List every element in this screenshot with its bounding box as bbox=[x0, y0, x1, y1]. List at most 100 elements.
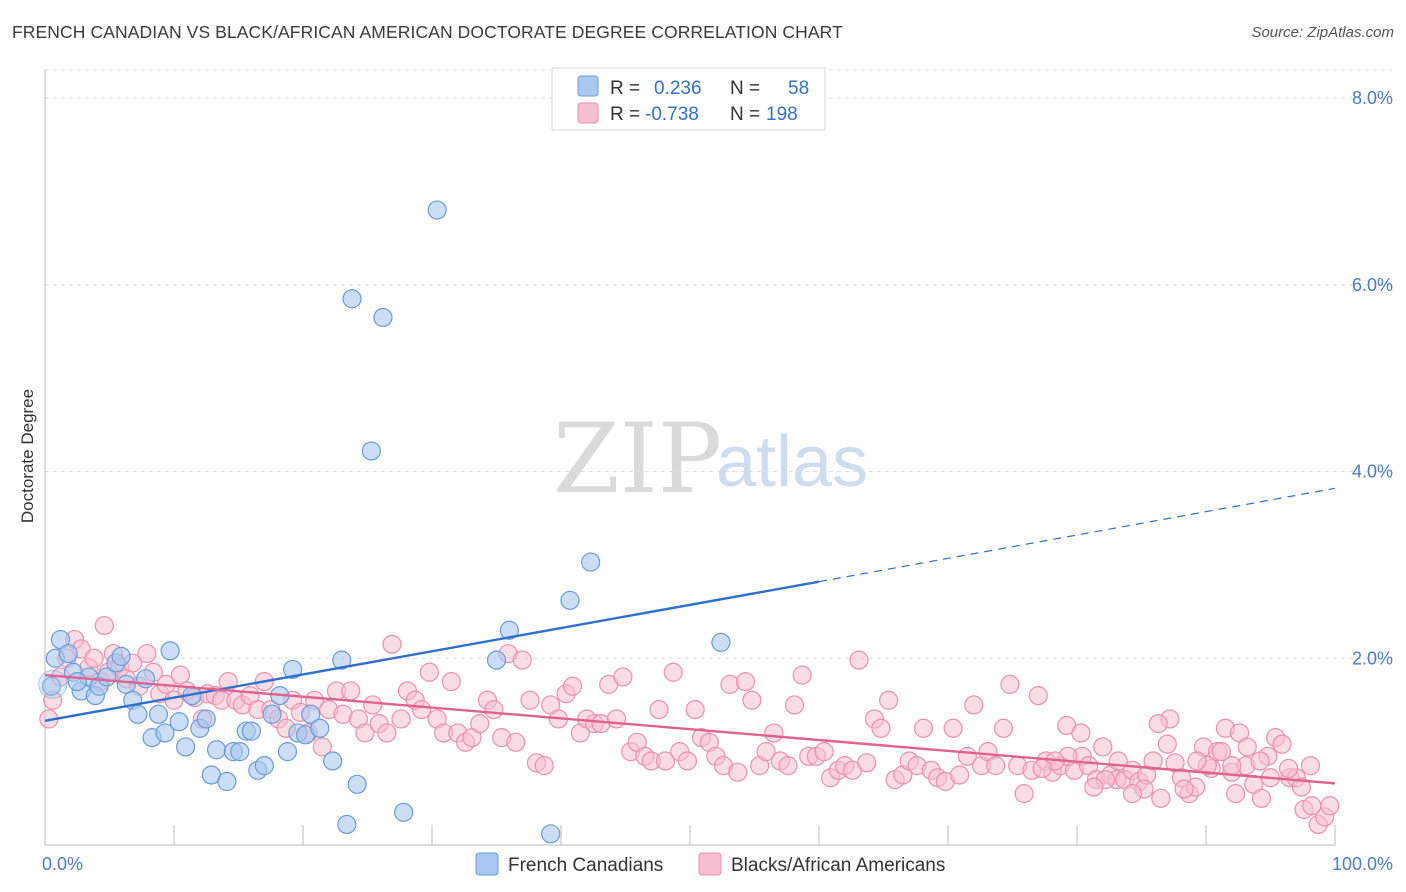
data-point-french-canadian bbox=[332, 650, 352, 670]
data-point-french-canadian bbox=[310, 718, 330, 738]
watermark-zip: ZIP bbox=[553, 403, 722, 515]
data-point-black-african-american bbox=[1211, 742, 1232, 762]
data-point-french-canadian bbox=[394, 802, 414, 822]
data-point-black-african-american bbox=[1250, 751, 1270, 771]
data-point-black-african-american bbox=[506, 732, 526, 752]
data-point-black-african-american bbox=[655, 751, 676, 771]
data-point-french-canadian bbox=[169, 712, 189, 732]
series-legend: French Canadians Blacks/African American… bbox=[475, 852, 945, 876]
data-point-french-canadian bbox=[128, 704, 148, 724]
data-point-french-canadian bbox=[347, 774, 367, 794]
y-tick-label: 6.0% bbox=[1352, 275, 1393, 295]
data-point-french-canadian bbox=[111, 646, 131, 666]
data-point-black-african-american bbox=[1151, 788, 1171, 808]
data-point-black-african-american bbox=[764, 723, 784, 743]
data-point-black-african-american bbox=[685, 700, 705, 720]
data-point-black-african-american bbox=[419, 662, 440, 682]
data-point-black-african-american bbox=[613, 667, 633, 687]
data-point-french-canadian bbox=[560, 590, 580, 610]
data-point-black-african-american bbox=[341, 681, 361, 701]
data-point-black-african-american bbox=[1148, 714, 1168, 734]
data-point-black-african-american bbox=[1187, 751, 1207, 771]
x-tick-labels: 0.0% 100.0% bbox=[42, 854, 1393, 874]
data-point-black-african-american bbox=[663, 662, 683, 682]
data-point-french-canadian bbox=[581, 552, 601, 572]
data-point-french-canadian bbox=[277, 742, 298, 762]
legend-n-value-1: 58 bbox=[788, 78, 809, 99]
data-point-french-canadian bbox=[206, 740, 227, 760]
legend-n-value-2: 198 bbox=[766, 104, 798, 125]
bottom-legend-label-black-african-americans: Blacks/African Americans bbox=[731, 855, 945, 876]
data-point-black-african-american bbox=[778, 756, 798, 776]
data-point-french-canadian bbox=[427, 200, 447, 220]
data-point-black-african-american bbox=[1278, 758, 1299, 779]
data-point-black-african-american bbox=[1272, 734, 1292, 754]
data-point-french-canadian bbox=[301, 704, 321, 724]
data-point-french-canadian bbox=[230, 742, 250, 762]
data-point-black-african-american bbox=[1000, 674, 1020, 694]
data-point-black-african-american bbox=[520, 690, 540, 710]
data-point-black-african-american bbox=[1302, 796, 1322, 816]
data-point-french-canadian bbox=[196, 709, 216, 729]
data-point-black-african-american bbox=[1237, 737, 1257, 757]
data-point-black-african-american bbox=[606, 709, 627, 729]
data-point-french-canadian bbox=[283, 659, 303, 680]
data-point-black-african-american bbox=[1300, 756, 1321, 776]
bottom-legend-label-french-canadians: French Canadians bbox=[508, 855, 663, 876]
data-point-black-african-american bbox=[1174, 779, 1194, 799]
data-point-french-canadian bbox=[499, 620, 519, 640]
source-label: Source: ZipAtlas.com bbox=[1251, 24, 1394, 41]
y-tick-label: 2.0% bbox=[1352, 648, 1393, 668]
data-point-black-african-american bbox=[1226, 784, 1246, 804]
data-point-french-canadian bbox=[58, 643, 78, 664]
data-point-black-african-american bbox=[1108, 751, 1128, 771]
trend-line-french-canadians-extrapolated bbox=[818, 487, 1336, 583]
data-point-french-canadian bbox=[373, 307, 393, 328]
data-point-black-african-american bbox=[355, 723, 375, 743]
data-point-black-african-american bbox=[849, 650, 869, 670]
y-tick-label: 8.0% bbox=[1352, 88, 1393, 108]
legend-n-label-2: N = bbox=[730, 104, 760, 125]
data-point-french-canadian bbox=[155, 723, 175, 743]
data-point-black-african-american bbox=[814, 742, 834, 762]
data-point-black-african-american bbox=[1028, 686, 1048, 706]
legend-r-label-2: R = bbox=[610, 104, 640, 125]
data-point-black-african-american bbox=[1122, 784, 1143, 804]
data-point-black-african-american bbox=[484, 700, 504, 720]
data-point-black-african-american bbox=[1251, 788, 1272, 808]
data-point-black-african-american bbox=[964, 695, 984, 715]
data-point-french-canadian bbox=[361, 441, 381, 461]
data-point-black-african-american bbox=[943, 718, 963, 738]
data-point-french-canadian bbox=[67, 671, 87, 692]
data-point-black-african-american bbox=[742, 690, 762, 710]
data-point-black-african-american bbox=[94, 615, 114, 636]
data-point-black-african-american bbox=[1143, 751, 1163, 771]
data-point-french-canadian bbox=[323, 751, 343, 771]
legend-r-value-1: 0.236 bbox=[654, 78, 702, 99]
watermark-atlas: atlas bbox=[716, 422, 868, 502]
data-point-french-canadian bbox=[148, 704, 169, 724]
gridlines bbox=[45, 69, 1392, 659]
data-point-black-african-american bbox=[649, 700, 669, 720]
data-point-black-african-american bbox=[1320, 796, 1340, 816]
data-point-black-african-american bbox=[735, 671, 756, 692]
data-point-black-african-american bbox=[1093, 737, 1113, 757]
data-point-black-african-american bbox=[1014, 784, 1034, 804]
data-point-black-african-american bbox=[441, 671, 461, 692]
data-point-black-african-american bbox=[913, 718, 934, 738]
y-tick-labels: 2.0% 4.0% 6.0% 8.0% bbox=[1352, 88, 1393, 668]
black-african-american-points bbox=[39, 615, 1340, 835]
data-point-black-african-american bbox=[857, 753, 877, 773]
data-point-black-african-american bbox=[1032, 758, 1052, 779]
correlation-legend: R = 0.236 N = 58 R = -0.738 N = 198 bbox=[551, 67, 826, 131]
data-point-black-african-american bbox=[756, 742, 776, 762]
data-point-black-african-american bbox=[470, 714, 490, 734]
data-point-french-canadian bbox=[711, 632, 731, 652]
data-point-french-canadian bbox=[241, 721, 261, 741]
data-point-black-african-american bbox=[137, 643, 157, 664]
data-point-black-african-american bbox=[512, 650, 532, 670]
legend-r-label-1: R = bbox=[610, 78, 640, 99]
legend-n-label-1: N = bbox=[730, 78, 760, 99]
data-point-black-african-american bbox=[84, 648, 104, 668]
data-point-black-african-american bbox=[784, 695, 805, 715]
